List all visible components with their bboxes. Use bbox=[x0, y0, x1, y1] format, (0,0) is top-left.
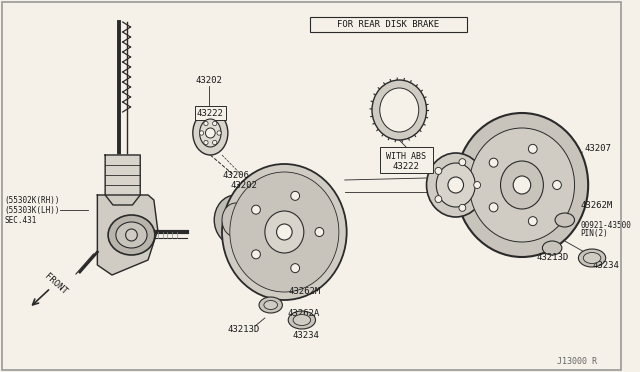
Circle shape bbox=[204, 140, 208, 145]
Text: 43202: 43202 bbox=[231, 180, 258, 189]
Text: 43202: 43202 bbox=[196, 76, 223, 84]
Ellipse shape bbox=[214, 195, 257, 245]
Text: FRONT: FRONT bbox=[43, 272, 69, 296]
Text: SEC.431: SEC.431 bbox=[5, 215, 37, 224]
Ellipse shape bbox=[543, 241, 562, 255]
Circle shape bbox=[217, 131, 221, 135]
Circle shape bbox=[459, 159, 466, 166]
Text: 43262M: 43262M bbox=[288, 288, 321, 296]
Ellipse shape bbox=[500, 161, 543, 209]
Bar bbox=[310, 17, 467, 32]
Ellipse shape bbox=[264, 301, 278, 310]
Circle shape bbox=[489, 203, 498, 212]
Circle shape bbox=[315, 228, 324, 237]
Circle shape bbox=[474, 182, 481, 189]
Text: WITH ABS: WITH ABS bbox=[386, 151, 426, 160]
Text: 43222: 43222 bbox=[392, 161, 419, 170]
Ellipse shape bbox=[288, 311, 316, 329]
Text: 43206: 43206 bbox=[222, 170, 249, 180]
Ellipse shape bbox=[265, 211, 304, 253]
Text: 43207: 43207 bbox=[584, 144, 611, 153]
Ellipse shape bbox=[583, 253, 601, 263]
Circle shape bbox=[489, 158, 498, 167]
Circle shape bbox=[529, 144, 537, 153]
Circle shape bbox=[529, 217, 537, 226]
Circle shape bbox=[448, 177, 463, 193]
Text: PIN(2): PIN(2) bbox=[580, 228, 608, 237]
Text: 43262A: 43262A bbox=[287, 308, 319, 317]
Circle shape bbox=[125, 229, 138, 241]
Ellipse shape bbox=[456, 113, 588, 257]
Circle shape bbox=[212, 140, 217, 145]
Circle shape bbox=[513, 176, 531, 194]
Text: 43262M: 43262M bbox=[580, 201, 612, 209]
Ellipse shape bbox=[222, 164, 347, 300]
Circle shape bbox=[205, 128, 215, 138]
Circle shape bbox=[435, 196, 442, 203]
Text: 43222: 43222 bbox=[197, 109, 224, 118]
Ellipse shape bbox=[116, 222, 147, 248]
Ellipse shape bbox=[579, 249, 605, 267]
Ellipse shape bbox=[293, 314, 310, 326]
Circle shape bbox=[291, 264, 300, 273]
Bar bbox=[195, 106, 226, 120]
Ellipse shape bbox=[193, 111, 228, 155]
Polygon shape bbox=[105, 155, 140, 205]
Ellipse shape bbox=[222, 203, 250, 237]
Circle shape bbox=[200, 131, 204, 135]
Text: FOR REAR DISK BRAKE: FOR REAR DISK BRAKE bbox=[337, 20, 440, 29]
Ellipse shape bbox=[426, 153, 485, 217]
Ellipse shape bbox=[200, 119, 221, 147]
Circle shape bbox=[276, 224, 292, 240]
Ellipse shape bbox=[259, 297, 282, 313]
Text: (55303K(LH)): (55303K(LH)) bbox=[5, 205, 60, 215]
Ellipse shape bbox=[436, 163, 476, 207]
Circle shape bbox=[435, 167, 442, 174]
Text: 43213D: 43213D bbox=[537, 253, 569, 263]
Text: 00921-43500: 00921-43500 bbox=[580, 221, 631, 230]
Ellipse shape bbox=[469, 128, 575, 242]
Text: 43213D: 43213D bbox=[227, 326, 260, 334]
Text: 43234: 43234 bbox=[592, 260, 619, 269]
Ellipse shape bbox=[372, 80, 426, 140]
Circle shape bbox=[291, 191, 300, 201]
Ellipse shape bbox=[230, 172, 339, 292]
Bar bbox=[380, 147, 433, 173]
Circle shape bbox=[552, 180, 561, 189]
Text: (55302K(RH)): (55302K(RH)) bbox=[5, 196, 60, 205]
Circle shape bbox=[212, 121, 217, 126]
Text: J13000 R: J13000 R bbox=[557, 357, 597, 366]
Circle shape bbox=[204, 121, 208, 126]
Circle shape bbox=[252, 250, 260, 259]
Polygon shape bbox=[97, 195, 157, 275]
Text: 43234: 43234 bbox=[292, 330, 319, 340]
Ellipse shape bbox=[380, 88, 419, 132]
Circle shape bbox=[252, 205, 260, 214]
Circle shape bbox=[459, 204, 466, 211]
Ellipse shape bbox=[555, 213, 575, 227]
Ellipse shape bbox=[108, 215, 155, 255]
